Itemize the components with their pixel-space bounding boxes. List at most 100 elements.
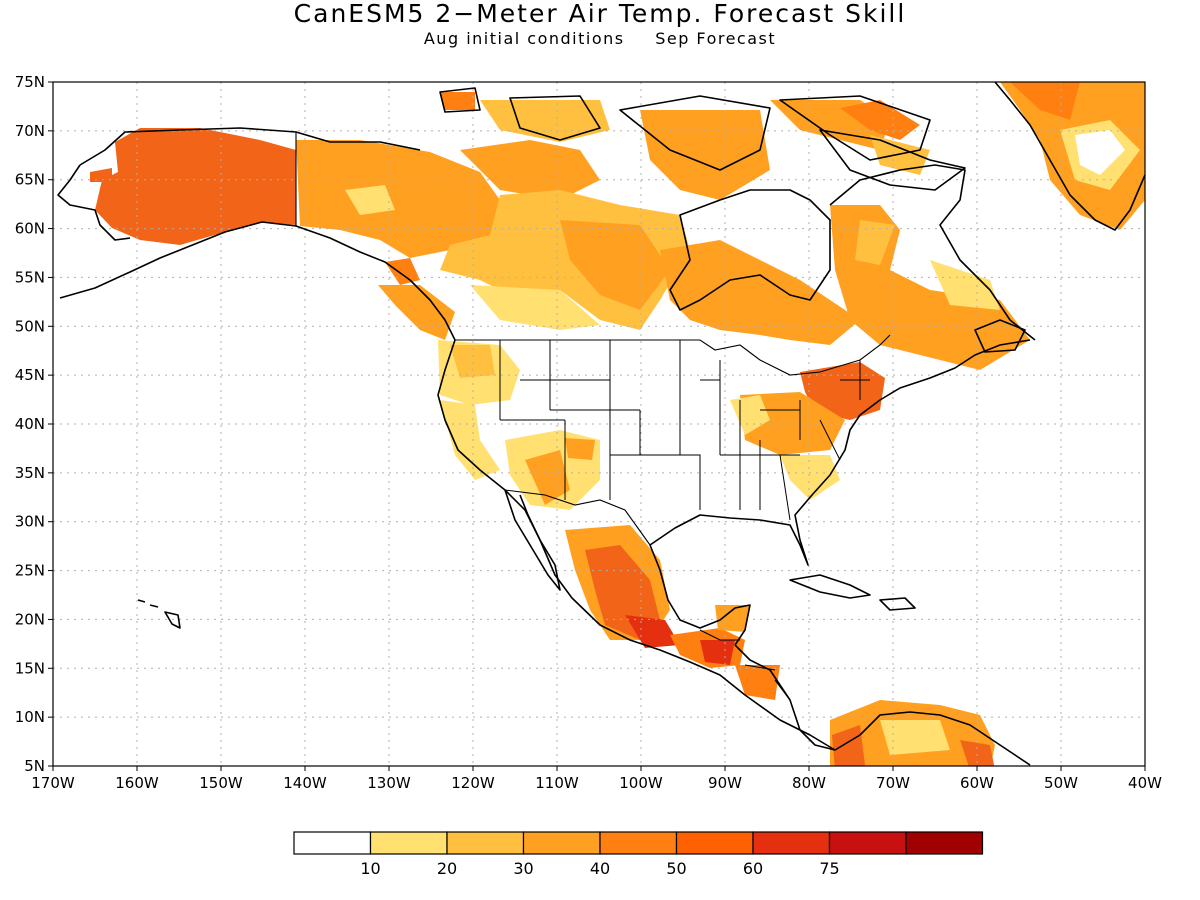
coast-baffin [819,129,966,191]
lon-tick-label: 110W [535,774,579,792]
shade-central-canada-o [560,220,670,310]
shade-labrador-light [930,260,1000,310]
shade-mexico-deep [625,615,680,648]
shade-arctic-6 [840,100,920,140]
coast-greenland [994,81,1146,231]
lat-tick-label: 40N [15,415,45,433]
lat-tick-label: 45N [15,366,45,384]
shade-venezuela [960,740,995,766]
colorbar-swatch [828,831,907,855]
lon-tick-label: 40W [1128,774,1162,792]
lon-tick-label: 70W [876,774,910,792]
lat-tick-label: 30N [15,513,45,531]
coast-arctic-4 [779,95,931,161]
colorbar-label: 40 [590,859,610,878]
lat-tick-label: 35N [15,464,45,482]
colorbar-label: 30 [513,859,533,878]
colorbar-label: 50 [666,859,686,878]
lat-tick-label: 5N [24,757,45,775]
coast-us-gulf [649,339,1031,566]
lon-tick-label: 160W [115,774,159,792]
colorbar-label: 20 [437,859,457,878]
colorbar-swatch [905,831,984,855]
longitude-axis: 170W 160W 150W 140W 130W 120W 110W 100W 90W 80W 70… [31,766,1162,792]
colorbar-label: 60 [743,859,763,878]
shade-arctic-3 [460,140,600,200]
lat-tick-label: 70N [15,122,45,140]
colorbar-label: 75 [819,859,839,878]
shade-pnw-o [450,345,495,378]
shade-mexico-red [585,545,660,640]
colorbar-swatch [522,831,601,855]
lon-tick-label: 150W [199,774,243,792]
shade-arctic-7 [870,135,930,175]
colorbar-swatch [446,831,525,855]
border-central-america [699,629,791,701]
shade-quebec-light [855,220,895,265]
coast-arctic-1 [439,87,481,113]
chart-title: CanESM5 2−Meter Air Temp. Forecast Skill [293,0,907,28]
shade-bc-coast [385,258,420,285]
shade-ontario [660,240,860,345]
coast-hawaii [137,599,181,629]
shade-bc-coast2 [378,285,455,340]
coast-gulf-mexico [649,544,751,646]
shade-california [440,400,500,480]
colorbar-swatch [599,831,678,855]
lon-tick-label: 130W [367,774,411,792]
coast-hudson-bay [669,189,831,311]
shade-arctic-2 [480,100,610,142]
coast-alaska-west [57,164,131,241]
shade-central-america-2 [700,640,735,665]
lat-tick-label: 55N [15,268,45,286]
shade-greenland-white [1075,130,1125,175]
lat-tick-label: 25N [15,562,45,580]
lon-tick-label: 120W [451,774,495,792]
shade-great-lakes [740,392,845,455]
lon-tick-label: 90W [708,774,742,792]
border-us-mexico [504,489,651,546]
shade-south-america-light [880,720,950,755]
subtitle-initial-conditions: Aug initial conditions [423,29,625,48]
border-us-canada [455,334,891,376]
colorbar-swatch [369,831,448,855]
shade-greenland-o [1010,82,1080,120]
latitude-axis: 5N 10N 15N 20N 25N 30N 35N 40N 45N 50N 55N 60N 65N 70… [15,73,53,775]
shade-alaska-west [90,168,112,182]
coast-alaska [59,221,836,751]
shade-southwest-o2 [565,438,595,460]
lon-tick-label: 100W [619,774,663,792]
lat-tick-label: 75N [15,73,45,91]
shade-arctic-1 [440,92,475,110]
shade-colombia [832,725,865,766]
lat-tick-label: 20N [15,610,45,628]
lon-tick-label: 50W [1044,774,1078,792]
coast-central-america [734,644,1031,766]
colorbar-swatch [675,831,754,855]
lat-tick-label: 15N [15,659,45,677]
lat-tick-label: 10N [15,708,45,726]
colorbar-swatch [752,831,831,855]
shade-southeast-light [780,455,840,500]
lat-tick-label: 60N [15,220,45,238]
chart-subtitle: Aug initial conditions Sep Forecast [0,29,1200,49]
lon-tick-label: 170W [31,774,75,792]
shade-yukon-light [345,185,395,215]
shade-central-light [470,285,600,330]
coast-arctic-3 [619,95,771,171]
shade-central-america-3 [735,665,780,700]
borders [295,132,891,701]
lat-tick-label: 65N [15,171,45,189]
borders-us-states [499,340,870,521]
coast-labrador [829,164,1036,341]
subtitle-forecast-month: Sep Forecast [655,29,777,48]
coast-alaska-north [79,127,421,166]
coast-newfoundland [974,319,1026,353]
colorbar-swatch [293,831,372,855]
gridlines [53,82,1145,766]
colorbar-label: 10 [360,859,380,878]
lon-tick-label: 80W [792,774,826,792]
lat-tick-label: 50N [15,317,45,335]
lon-tick-label: 60W [960,774,994,792]
coast-cuba [789,574,871,599]
